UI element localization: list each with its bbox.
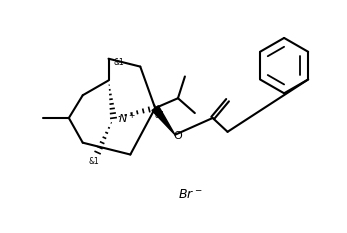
Polygon shape	[152, 106, 175, 135]
Text: $N^+$: $N^+$	[118, 110, 137, 126]
Text: &1: &1	[155, 110, 166, 120]
Text: $Br^-$: $Br^-$	[178, 188, 202, 201]
Text: &1: &1	[88, 157, 99, 166]
Text: &1: &1	[113, 58, 124, 67]
Text: O: O	[174, 131, 182, 141]
